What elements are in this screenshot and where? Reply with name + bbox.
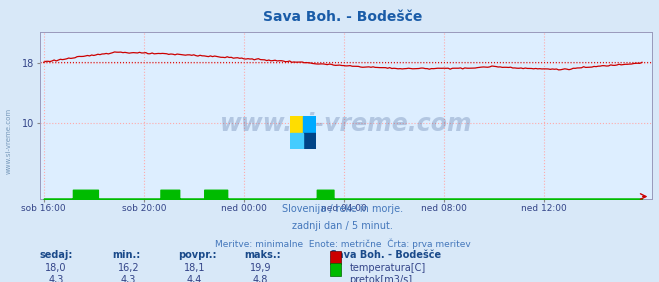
Text: pretok[m3/s]: pretok[m3/s]: [349, 275, 413, 282]
Text: Sava Boh. - Bodešče: Sava Boh. - Bodešče: [263, 10, 422, 24]
Text: 18,1: 18,1: [184, 263, 205, 273]
Text: 4,3: 4,3: [121, 275, 136, 282]
Bar: [303, 116, 316, 133]
Bar: [303, 133, 316, 149]
Text: sedaj:: sedaj:: [40, 250, 73, 259]
Text: www.si-vreme.com: www.si-vreme.com: [5, 108, 11, 174]
Text: 4,3: 4,3: [48, 275, 64, 282]
Text: zadnji dan / 5 minut.: zadnji dan / 5 minut.: [292, 221, 393, 231]
Text: povpr.:: povpr.:: [178, 250, 216, 259]
Text: maks.:: maks.:: [244, 250, 281, 259]
Text: 18,0: 18,0: [45, 263, 67, 273]
Text: min.:: min.:: [112, 250, 140, 259]
Text: Meritve: minimalne  Enote: metrične  Črta: prva meritev: Meritve: minimalne Enote: metrične Črta:…: [215, 238, 471, 249]
Bar: [290, 116, 303, 133]
Text: 19,9: 19,9: [250, 263, 271, 273]
Text: 4,4: 4,4: [186, 275, 202, 282]
Text: Sava Boh. - Bodešče: Sava Boh. - Bodešče: [330, 250, 441, 259]
Text: temperatura[C]: temperatura[C]: [349, 263, 426, 273]
Bar: [290, 133, 303, 149]
Text: 4,8: 4,8: [252, 275, 268, 282]
Text: Slovenija / reke in morje.: Slovenija / reke in morje.: [282, 204, 403, 214]
Text: www.si-vreme.com: www.si-vreme.com: [219, 112, 473, 136]
Text: 16,2: 16,2: [118, 263, 139, 273]
